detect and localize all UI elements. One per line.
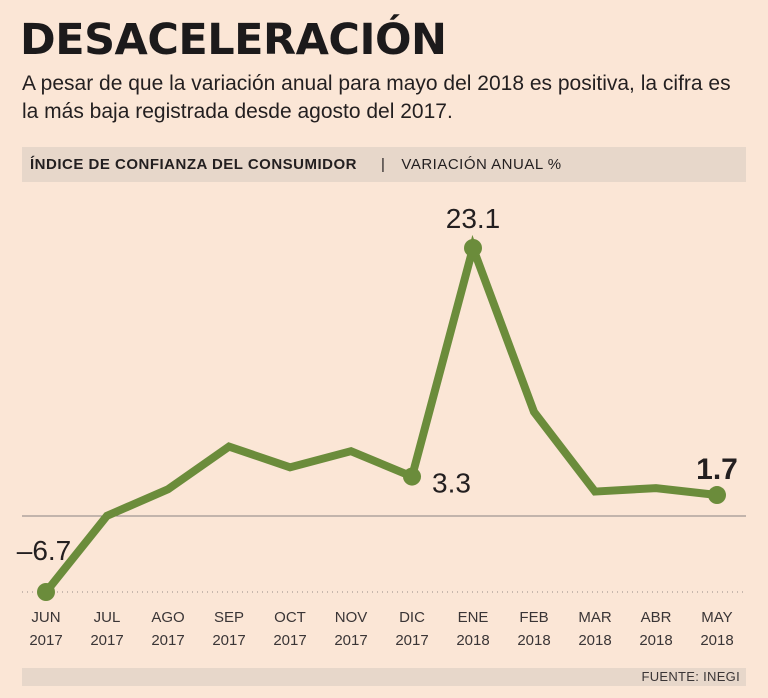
x-tick-month-ene: ENE xyxy=(458,609,489,626)
data-point-dic xyxy=(403,467,421,486)
data-label-jun: –6.7 xyxy=(17,535,72,566)
x-tick-year-may: 2018 xyxy=(700,632,733,649)
x-tick-year-jul: 2017 xyxy=(90,632,123,649)
x-tick-year-dic: 2017 xyxy=(395,632,428,649)
data-point-jun xyxy=(37,583,55,601)
x-tick-year-ene: 2018 xyxy=(456,632,489,649)
x-tick-year-feb: 2018 xyxy=(517,632,550,649)
unit-label: VARIACIÓN ANUAL % xyxy=(401,156,562,173)
index-name-label: ÍNDICE DE CONFIANZA DEL CONSUMIDOR xyxy=(30,156,358,173)
x-tick-month-jul: JUL xyxy=(94,609,121,626)
x-tick-year-nov: 2017 xyxy=(334,632,367,649)
x-tick-year-abr: 2018 xyxy=(639,632,672,649)
data-label-ene: 23.1 xyxy=(446,203,501,234)
x-tick-month-abr: ABR xyxy=(641,609,672,626)
x-tick-month-nov: NOV xyxy=(335,609,368,626)
x-tick-month-jun: JUN xyxy=(31,609,60,626)
chart-title: DESACELERACIÓN xyxy=(20,15,447,65)
x-tick-year-sep: 2017 xyxy=(212,632,245,649)
chart-subtitle: A pesar de que la variación anual para m… xyxy=(22,72,731,123)
x-tick-month-mar: MAR xyxy=(578,609,612,626)
source-label: FUENTE: INEGI xyxy=(641,669,740,684)
x-tick-month-oct: OCT xyxy=(274,609,306,626)
x-tick-year-jun: 2017 xyxy=(29,632,62,649)
x-tick-year-oct: 2017 xyxy=(273,632,306,649)
data-point-ene xyxy=(464,239,482,257)
chart-header-band: ÍNDICE DE CONFIANZA DEL CONSUMIDOR | VAR… xyxy=(22,147,746,182)
x-tick-month-sep: SEP xyxy=(214,609,244,626)
data-point-may xyxy=(708,486,726,505)
x-tick-month-may: MAY xyxy=(701,609,732,626)
x-tick-month-dic: DIC xyxy=(399,609,425,626)
x-tick-month-ago: AGO xyxy=(151,609,184,626)
data-label-dic: 3.3 xyxy=(432,468,471,499)
x-tick-month-feb: FEB xyxy=(519,609,548,626)
band-separator: | xyxy=(381,156,386,173)
x-tick-year-ago: 2017 xyxy=(151,632,184,649)
x-tick-year-mar: 2018 xyxy=(578,632,611,649)
data-label-may: 1.7 xyxy=(696,453,738,486)
source-band: FUENTE: INEGI xyxy=(22,668,746,686)
series-line xyxy=(42,234,718,595)
